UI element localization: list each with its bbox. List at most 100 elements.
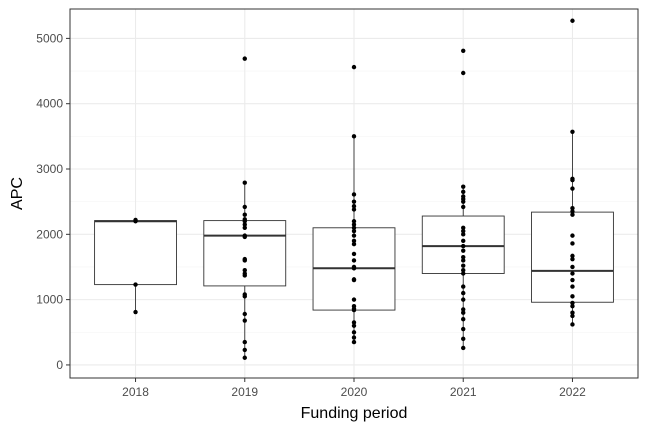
data-point bbox=[242, 204, 247, 210]
y-tick-label: 1000 bbox=[36, 293, 63, 307]
data-point bbox=[461, 290, 466, 296]
data-point bbox=[351, 320, 357, 325]
y-tick-label: 0 bbox=[56, 358, 63, 372]
data-point bbox=[570, 177, 575, 183]
data-point bbox=[570, 212, 575, 217]
data-point bbox=[461, 268, 466, 273]
data-point bbox=[461, 297, 466, 302]
data-point bbox=[351, 258, 357, 263]
data-point bbox=[461, 204, 466, 210]
data-point bbox=[570, 18, 575, 23]
data-point bbox=[461, 70, 466, 76]
data-point bbox=[242, 347, 247, 353]
data-point bbox=[351, 277, 357, 283]
data-point bbox=[570, 310, 575, 315]
data-point bbox=[351, 204, 357, 209]
data-point bbox=[570, 277, 575, 283]
y-tick-label: 2000 bbox=[36, 227, 63, 241]
data-point bbox=[570, 253, 575, 259]
data-point bbox=[461, 345, 466, 351]
data-point bbox=[351, 330, 357, 335]
data-point bbox=[133, 282, 138, 287]
data-point bbox=[570, 186, 575, 191]
data-point bbox=[570, 129, 575, 134]
data-point bbox=[351, 323, 357, 328]
data-point bbox=[351, 207, 357, 212]
data-point bbox=[351, 251, 357, 257]
data-point bbox=[461, 284, 466, 289]
data-point bbox=[461, 310, 466, 315]
y-tick-label: 4000 bbox=[36, 97, 63, 111]
data-point bbox=[242, 56, 247, 61]
data-point bbox=[461, 263, 466, 268]
data-point bbox=[461, 243, 466, 249]
data-point bbox=[570, 300, 575, 306]
data-point bbox=[461, 254, 466, 260]
data-point bbox=[351, 64, 357, 70]
data-point bbox=[461, 317, 466, 322]
data-point bbox=[242, 273, 247, 278]
data-point bbox=[461, 228, 466, 234]
data-point bbox=[570, 264, 575, 270]
data-point bbox=[351, 225, 357, 230]
data-point bbox=[461, 48, 466, 53]
data-point bbox=[242, 355, 247, 360]
data-point bbox=[461, 184, 466, 189]
data-points bbox=[133, 18, 575, 360]
data-point bbox=[461, 225, 466, 230]
data-point bbox=[461, 326, 466, 332]
data-point bbox=[570, 271, 575, 276]
data-point bbox=[351, 222, 357, 227]
data-point bbox=[351, 335, 357, 340]
data-point bbox=[242, 180, 247, 185]
x-tick-label: 2020 bbox=[341, 385, 368, 399]
data-point bbox=[242, 339, 247, 345]
box-iqr bbox=[94, 220, 177, 286]
x-tick-label: 2019 bbox=[231, 385, 258, 399]
data-point bbox=[461, 248, 466, 253]
data-point bbox=[242, 225, 247, 230]
data-point bbox=[461, 258, 466, 263]
data-point bbox=[570, 205, 575, 211]
y-axis-title: APC bbox=[9, 177, 26, 210]
data-point bbox=[461, 336, 466, 342]
axes: 0 1000 2000 3000 4000 5000 2018 2019 2020 2021 202… bbox=[36, 31, 586, 399]
data-point bbox=[461, 271, 466, 276]
data-point bbox=[570, 303, 575, 309]
data-point bbox=[242, 318, 247, 323]
data-point bbox=[570, 241, 575, 246]
data-point bbox=[570, 322, 575, 327]
data-point bbox=[351, 219, 357, 224]
data-point bbox=[570, 233, 575, 238]
data-point bbox=[461, 189, 466, 195]
data-point bbox=[351, 241, 357, 247]
x-tick-label: 2018 bbox=[122, 385, 149, 399]
data-point bbox=[351, 266, 357, 271]
data-point bbox=[570, 294, 575, 299]
data-point bbox=[461, 238, 466, 244]
data-point bbox=[242, 222, 247, 227]
y-tick-label: 5000 bbox=[36, 31, 63, 45]
data-point bbox=[570, 256, 575, 262]
data-point bbox=[351, 228, 357, 234]
x-axis-title: Funding period bbox=[301, 405, 408, 422]
data-point bbox=[242, 258, 247, 263]
data-point bbox=[351, 339, 357, 345]
x-tick-label: 2022 bbox=[559, 385, 586, 399]
y-tick-label: 3000 bbox=[36, 162, 63, 176]
data-point bbox=[570, 313, 575, 319]
data-point bbox=[242, 294, 247, 299]
data-point bbox=[242, 234, 247, 240]
data-point bbox=[570, 284, 575, 289]
data-point bbox=[461, 199, 466, 204]
data-point bbox=[570, 209, 575, 214]
data-point bbox=[242, 219, 247, 224]
data-point bbox=[351, 233, 357, 238]
data-point bbox=[351, 199, 357, 204]
data-point bbox=[351, 297, 357, 302]
data-point bbox=[133, 309, 138, 315]
data-point bbox=[242, 268, 247, 273]
data-point bbox=[461, 232, 466, 237]
data-point bbox=[351, 134, 357, 139]
x-tick-label: 2021 bbox=[450, 385, 477, 399]
